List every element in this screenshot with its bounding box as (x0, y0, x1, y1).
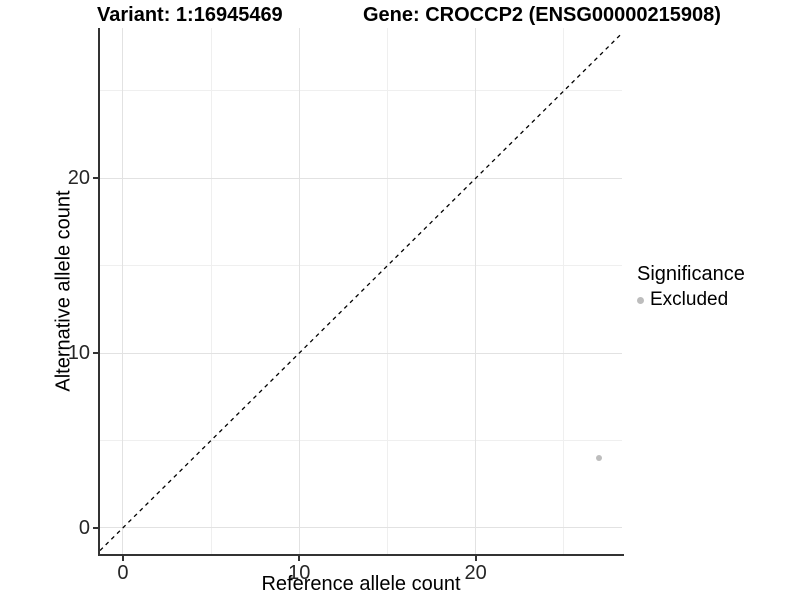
x-minor-gridline (210, 28, 212, 554)
x-tick-label: 20 (464, 562, 487, 584)
y-minor-gridline (100, 90, 622, 92)
plot-title-gene: Gene: CROCCP2 (ENSG00000215908) (363, 4, 721, 26)
y-axis-tick (93, 526, 98, 529)
x-major-gridline (475, 28, 477, 554)
y-tick-label: 10 (67, 342, 90, 365)
identity-reference-line (100, 32, 622, 551)
x-major-gridline (298, 28, 300, 554)
y-minor-gridline (100, 439, 622, 441)
x-axis-title: Reference allele count (261, 573, 461, 595)
x-axis-tick (121, 556, 124, 561)
legend-point-swatch (637, 296, 644, 304)
y-tick-label: 20 (67, 167, 90, 190)
plot-panel (100, 28, 622, 554)
x-minor-gridline (386, 28, 388, 554)
legend-item-excluded: Excluded (637, 289, 745, 311)
y-major-gridline (100, 177, 622, 179)
y-major-gridline (100, 352, 622, 354)
x-tick-label: 0 (117, 562, 129, 584)
x-axis-tick (474, 556, 477, 561)
legend-title: Significance (637, 263, 745, 285)
y-axis-line (98, 28, 100, 556)
legend-item-label: Excluded (650, 289, 729, 310)
x-axis-line (98, 554, 624, 556)
y-axis-tick (93, 177, 98, 180)
x-tick-label: 10 (288, 562, 311, 584)
x-major-gridline (122, 28, 124, 554)
y-minor-gridline (100, 265, 622, 267)
y-tick-label: 0 (78, 516, 90, 539)
x-axis-tick (298, 556, 301, 561)
plot-title-variant: Variant: 1:16945469 (97, 4, 283, 26)
x-minor-gridline (563, 28, 565, 554)
data-point (596, 454, 603, 461)
y-major-gridline (100, 527, 622, 529)
legend: Significance Excluded (637, 263, 745, 311)
y-axis-tick (93, 352, 98, 355)
